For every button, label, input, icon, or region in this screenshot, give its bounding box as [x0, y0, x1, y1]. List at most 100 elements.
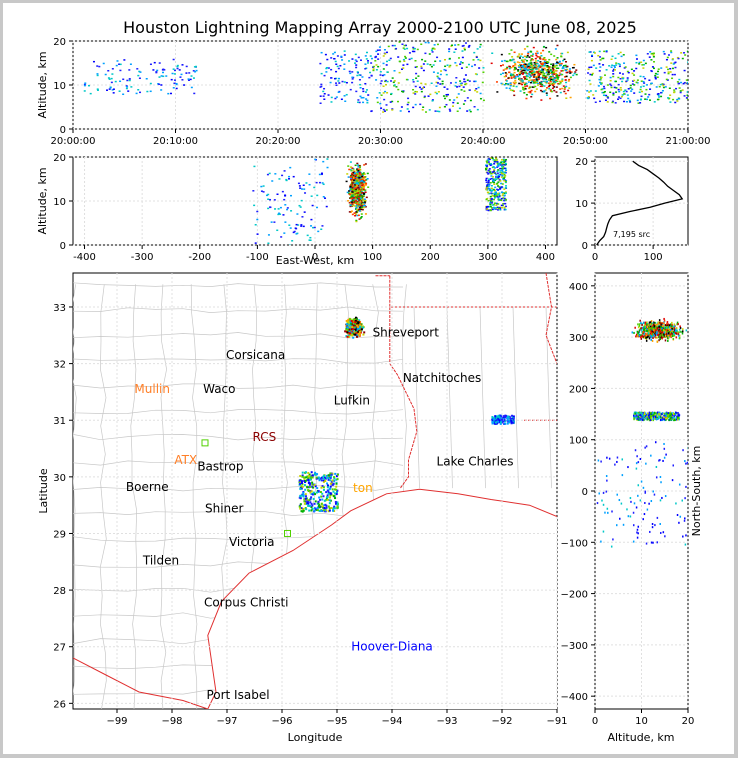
source-point	[284, 194, 287, 196]
histogram-xtick: 100	[644, 252, 663, 263]
source-point	[333, 488, 336, 491]
source-point	[670, 51, 673, 54]
source-point	[353, 212, 356, 215]
source-point	[513, 66, 516, 69]
source-point	[326, 486, 329, 489]
source-point	[536, 80, 539, 82]
source-point	[461, 50, 464, 52]
source-point	[350, 172, 353, 175]
source-point	[357, 191, 360, 194]
source-point	[536, 82, 539, 85]
source-point	[482, 99, 485, 102]
source-point	[462, 86, 465, 88]
source-point	[494, 186, 497, 189]
source-point	[403, 48, 406, 50]
source-point	[352, 204, 355, 207]
source-point	[664, 330, 667, 333]
map-ytick: 27	[53, 643, 66, 654]
source-point	[678, 521, 680, 524]
source-point	[474, 89, 477, 92]
source-point	[347, 165, 350, 167]
source-point	[545, 69, 548, 71]
source-point	[309, 505, 312, 508]
source-point	[126, 86, 129, 88]
source-point	[347, 200, 350, 202]
source-point	[498, 193, 501, 196]
source-point	[630, 90, 633, 92]
source-point	[640, 80, 643, 82]
source-point	[679, 327, 682, 330]
source-point	[495, 194, 498, 197]
source-point	[600, 76, 603, 79]
source-point	[504, 422, 507, 425]
source-point	[487, 181, 490, 184]
source-point	[304, 500, 307, 503]
source-point	[625, 90, 628, 93]
source-point	[359, 217, 362, 219]
source-point	[522, 69, 525, 71]
source-point	[412, 92, 415, 94]
source-point	[683, 52, 686, 54]
source-point	[490, 192, 493, 194]
source-point	[361, 184, 364, 187]
source-point	[647, 323, 649, 326]
source-point	[356, 178, 359, 180]
source-point	[382, 68, 385, 70]
source-point	[320, 486, 323, 489]
source-point	[304, 192, 307, 194]
source-point	[413, 47, 416, 50]
source-point	[318, 173, 321, 176]
source-point	[681, 89, 684, 91]
source-point	[610, 84, 613, 87]
source-point	[523, 76, 526, 78]
source-point	[642, 330, 645, 333]
time-altitude-ylabel: Altitude, km	[36, 51, 49, 118]
source-point	[281, 174, 284, 177]
source-point	[356, 196, 359, 199]
source-point	[654, 74, 657, 77]
source-point	[187, 78, 190, 80]
source-point	[499, 422, 502, 425]
source-point	[683, 69, 686, 72]
source-point	[575, 73, 578, 76]
source-point	[358, 172, 361, 174]
north-south-ytick: 0	[582, 487, 588, 498]
source-point	[181, 64, 184, 66]
source-point	[299, 488, 302, 491]
source-point	[493, 169, 496, 171]
source-point	[548, 66, 551, 68]
source-point	[448, 48, 451, 50]
source-point	[457, 57, 460, 59]
source-point	[256, 233, 259, 235]
source-point	[503, 177, 506, 179]
source-point	[192, 70, 195, 72]
source-point	[491, 157, 494, 159]
source-point	[392, 81, 395, 84]
source-point	[426, 63, 429, 65]
source-point	[561, 87, 564, 90]
source-point	[351, 174, 354, 176]
source-point	[501, 175, 504, 177]
source-point	[639, 86, 642, 88]
source-point	[587, 97, 590, 100]
source-point	[403, 44, 406, 47]
north-south-ytick: 400	[569, 282, 588, 293]
source-point	[519, 71, 522, 74]
source-point	[369, 71, 372, 74]
source-point	[662, 331, 665, 334]
source-point	[355, 191, 358, 193]
source-point	[668, 325, 671, 328]
source-point	[351, 180, 354, 182]
source-point	[555, 72, 558, 75]
source-point	[546, 65, 549, 67]
source-point	[565, 85, 568, 88]
source-point	[329, 81, 332, 84]
source-point	[572, 74, 575, 77]
source-point	[92, 60, 95, 63]
source-point	[606, 96, 609, 98]
source-point	[644, 412, 647, 415]
source-point	[598, 50, 601, 53]
source-point	[359, 87, 362, 89]
source-point	[625, 80, 628, 83]
source-point	[349, 186, 352, 188]
